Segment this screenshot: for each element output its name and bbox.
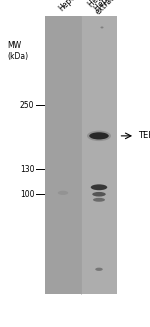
Ellipse shape: [89, 132, 109, 140]
Text: HepG2: HepG2: [57, 0, 81, 13]
Bar: [81, 16, 117, 294]
Bar: [45, 16, 117, 294]
Text: TERT: TERT: [138, 131, 150, 140]
Text: 100: 100: [20, 190, 34, 199]
Text: 250: 250: [20, 101, 34, 110]
Ellipse shape: [91, 184, 107, 190]
Text: MW
(kDa): MW (kDa): [8, 41, 29, 61]
Text: 130: 130: [20, 165, 34, 174]
Ellipse shape: [93, 198, 105, 202]
Ellipse shape: [100, 26, 103, 28]
Text: HepG2 nuclear: HepG2 nuclear: [93, 0, 139, 13]
Ellipse shape: [95, 267, 103, 271]
Text: HepG2 nuclear
extract: HepG2 nuclear extract: [87, 0, 141, 16]
Bar: [45, 16, 81, 294]
Ellipse shape: [87, 130, 111, 141]
Ellipse shape: [92, 192, 106, 197]
Ellipse shape: [58, 191, 68, 195]
